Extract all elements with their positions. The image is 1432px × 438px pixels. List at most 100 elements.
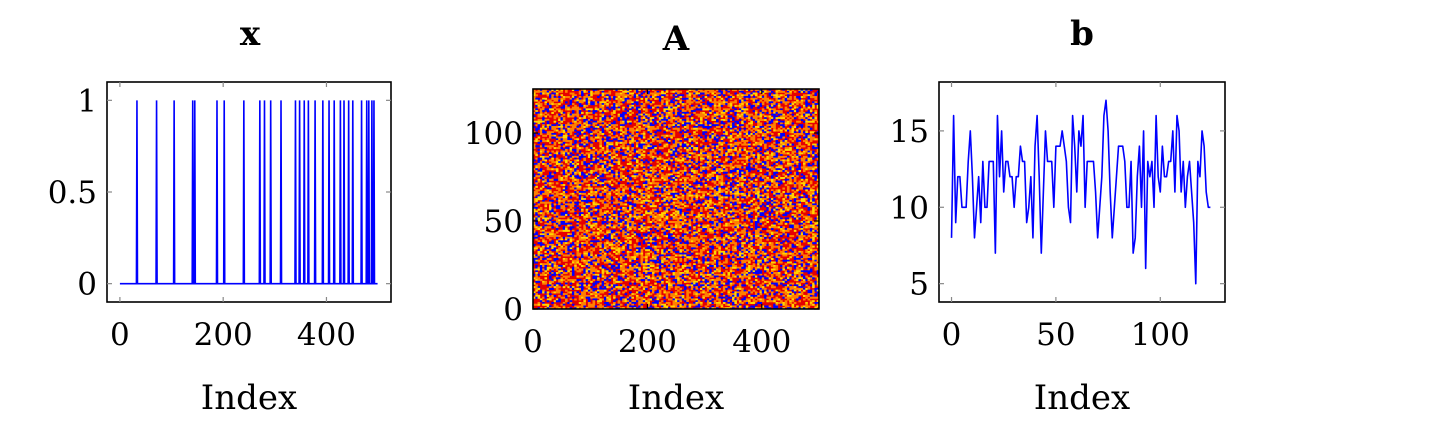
heatmap-cell: [780, 108, 783, 111]
heatmap-cell: [587, 192, 591, 195]
heatmap-cell: [750, 147, 753, 150]
heatmap-cell: [764, 118, 767, 121]
heatmap-cell: [693, 97, 696, 100]
heatmap-cell: [581, 125, 584, 129]
heatmap-cell: [802, 120, 806, 123]
heatmap-cell: [718, 198, 721, 201]
heatmap-cell: [640, 96, 644, 99]
heatmap-cell: [697, 89, 701, 92]
heatmap-cell: [599, 141, 602, 144]
heatmap-cell: [713, 94, 717, 97]
heatmap-cell: [629, 108, 632, 111]
heatmap-cell: [661, 194, 664, 197]
heatmap-cell: [674, 205, 678, 208]
heatmap-cell: [764, 175, 767, 178]
heatmap-cell: [542, 159, 545, 162]
heatmap-cell: [597, 152, 600, 155]
heatmap-cell: [651, 94, 655, 97]
heatmap-cell: [549, 125, 552, 129]
heatmap-cell: [752, 173, 756, 176]
heatmap-cell: [802, 198, 806, 201]
heatmap-cell: [693, 131, 696, 134]
heatmap-cell: [700, 113, 703, 116]
heatmap-cell: [764, 99, 767, 102]
heatmap-cell: [786, 127, 790, 130]
heatmap-cell: [571, 168, 575, 171]
heatmap-cell: [578, 101, 582, 104]
heatmap-cell: [567, 138, 570, 141]
heatmap-cell: [642, 184, 646, 187]
heatmap-cell: [729, 111, 733, 114]
heatmap-cell: [718, 90, 721, 93]
heatmap-cell: [603, 152, 607, 155]
heatmap-cell: [606, 192, 609, 195]
heatmap-cell: [805, 166, 808, 169]
heatmap-cell: [635, 155, 639, 158]
heatmap-cell: [633, 89, 637, 92]
heatmap-cell: [770, 103, 774, 106]
heatmap-cell: [608, 97, 612, 100]
heatmap-cell: [674, 127, 678, 130]
heatmap-cell: [679, 196, 683, 199]
heatmap-cell: [542, 180, 545, 183]
heatmap-cell: [690, 113, 694, 116]
heatmap-cell: [686, 157, 689, 160]
heatmap-cell: [672, 198, 676, 201]
heatmap-cell: [725, 182, 728, 185]
heatmap-cell: [816, 201, 820, 204]
heatmap-cell: [642, 133, 646, 136]
heatmap-cell: [590, 94, 593, 97]
heatmap-cell: [590, 161, 593, 164]
heatmap-cell: [809, 171, 813, 174]
heatmap-cell: [670, 120, 673, 123]
heatmap-cell: [679, 206, 683, 209]
heatmap-cell: [560, 89, 564, 92]
heatmap-cell: [590, 178, 593, 181]
heatmap-cell: [757, 192, 760, 195]
heatmap-cell: [576, 155, 580, 158]
heatmap-cell: [656, 110, 660, 113]
heatmap-cell: [571, 175, 575, 178]
heatmap-cell: [706, 113, 710, 116]
heatmap-cell: [594, 171, 598, 174]
heatmap-cell: [768, 208, 772, 211]
heatmap-cell: [549, 159, 552, 162]
heatmap-cell: [757, 154, 760, 157]
heatmap-cell: [549, 191, 552, 194]
heatmap-cell: [661, 134, 664, 137]
heatmap-cell: [761, 110, 765, 113]
heatmap-cell: [542, 155, 545, 158]
heatmap-cell: [581, 117, 584, 120]
heatmap-cell: [549, 199, 552, 202]
heatmap-cell: [608, 175, 612, 178]
heatmap-cell: [558, 96, 561, 99]
heatmap-cell: [640, 175, 644, 178]
heatmap-cell: [544, 208, 548, 211]
heatmap-cell: [649, 173, 653, 176]
heatmap-cell: [798, 127, 801, 130]
heatmap-cell: [613, 150, 616, 153]
heatmap-cell: [686, 92, 689, 95]
heatmap-cell: [622, 115, 625, 118]
heatmap-cell: [745, 143, 749, 146]
heatmap-cell: [592, 201, 596, 204]
heatmap-cell: [537, 208, 541, 211]
heatmap-cell: [631, 104, 634, 107]
heatmap-cell: [617, 194, 621, 197]
heatmap-cell: [725, 175, 728, 178]
heatmap-cell: [780, 177, 783, 180]
heatmap-cell: [592, 157, 596, 160]
heatmap-cell: [748, 164, 751, 167]
heatmap-cell: [587, 103, 591, 106]
heatmap-cell: [789, 206, 792, 209]
heatmap-cell: [581, 90, 584, 93]
heatmap-cell: [631, 131, 634, 134]
heatmap-cell: [569, 157, 573, 160]
heatmap-cell: [743, 140, 747, 143]
heatmap-cell: [592, 120, 596, 123]
heatmap-cell: [542, 150, 545, 153]
heatmap-cell: [780, 125, 783, 129]
heatmap-cell: [693, 133, 696, 136]
heatmap-cell: [597, 124, 600, 127]
heatmap-cell: [677, 168, 680, 171]
